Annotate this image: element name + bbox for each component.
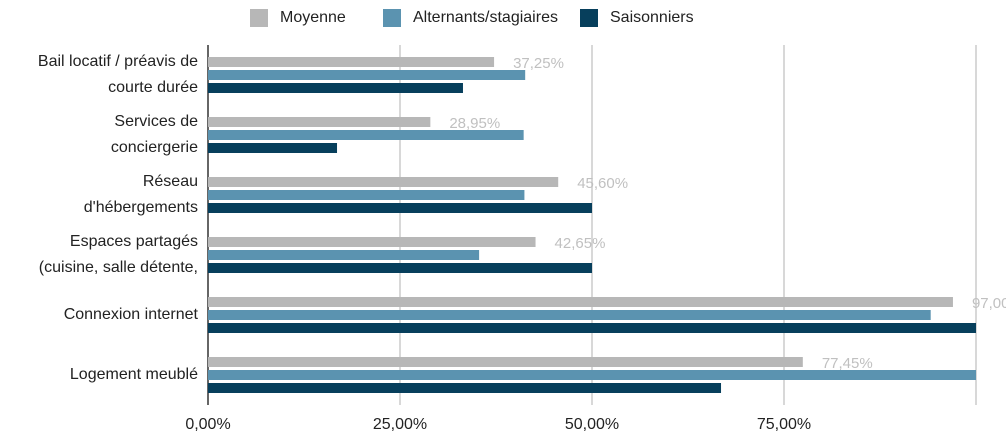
- legend-label: Alternants/stagiaires: [413, 9, 558, 26]
- y-tick-label: Bail locatif / préavis de courte durée: [38, 53, 198, 96]
- y-tick-label: Espaces partagés (cuisine, salle détente,: [39, 233, 198, 276]
- bar: [208, 250, 480, 260]
- bar: [208, 383, 722, 393]
- bar: [208, 357, 803, 367]
- bar: [208, 297, 953, 307]
- legend-swatch: [580, 9, 598, 27]
- data-label: 42,65%: [555, 235, 606, 252]
- bar: [208, 57, 495, 67]
- bar: [208, 177, 559, 187]
- bar: [208, 70, 526, 80]
- bar: [208, 130, 524, 140]
- y-tick-label: Réseau d'hébergements: [84, 173, 198, 216]
- legend-swatch: [250, 9, 268, 27]
- bar: [208, 237, 536, 247]
- y-tick-label: Services de conciergerie: [111, 113, 198, 156]
- x-tick-label: 25,00%: [373, 416, 427, 433]
- x-tick-label: 75,00%: [757, 416, 811, 433]
- x-tick-label: 0,00%: [185, 416, 230, 433]
- bar: [208, 263, 592, 273]
- data-label: 37,25%: [513, 55, 564, 72]
- legend-label: Moyenne: [280, 9, 346, 26]
- data-label: 97,00%: [972, 295, 1006, 312]
- data-label: 45,60%: [577, 175, 628, 192]
- y-tick-label: Connexion internet: [64, 306, 199, 323]
- x-tick-label: 50,00%: [565, 416, 619, 433]
- bar: [208, 203, 592, 213]
- legend-swatch: [383, 9, 401, 27]
- bar: [208, 190, 525, 200]
- y-tick-label: Logement meublé: [70, 366, 198, 383]
- data-label: 28,95%: [449, 115, 500, 132]
- data-label: 77,45%: [822, 355, 873, 372]
- bar: [208, 323, 976, 333]
- bar: [208, 370, 976, 380]
- bar: [208, 143, 338, 153]
- bar: [208, 310, 931, 320]
- bar: [208, 117, 431, 127]
- bar: [208, 83, 463, 93]
- legend-label: Saisonniers: [610, 9, 694, 26]
